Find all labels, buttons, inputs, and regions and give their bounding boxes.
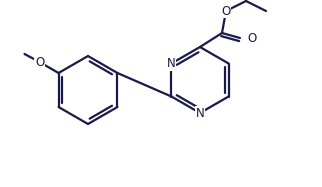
Text: O: O — [247, 31, 256, 45]
Text: O: O — [35, 56, 44, 68]
Text: N: N — [167, 57, 176, 70]
Text: N: N — [196, 107, 204, 119]
Text: O: O — [221, 4, 231, 18]
